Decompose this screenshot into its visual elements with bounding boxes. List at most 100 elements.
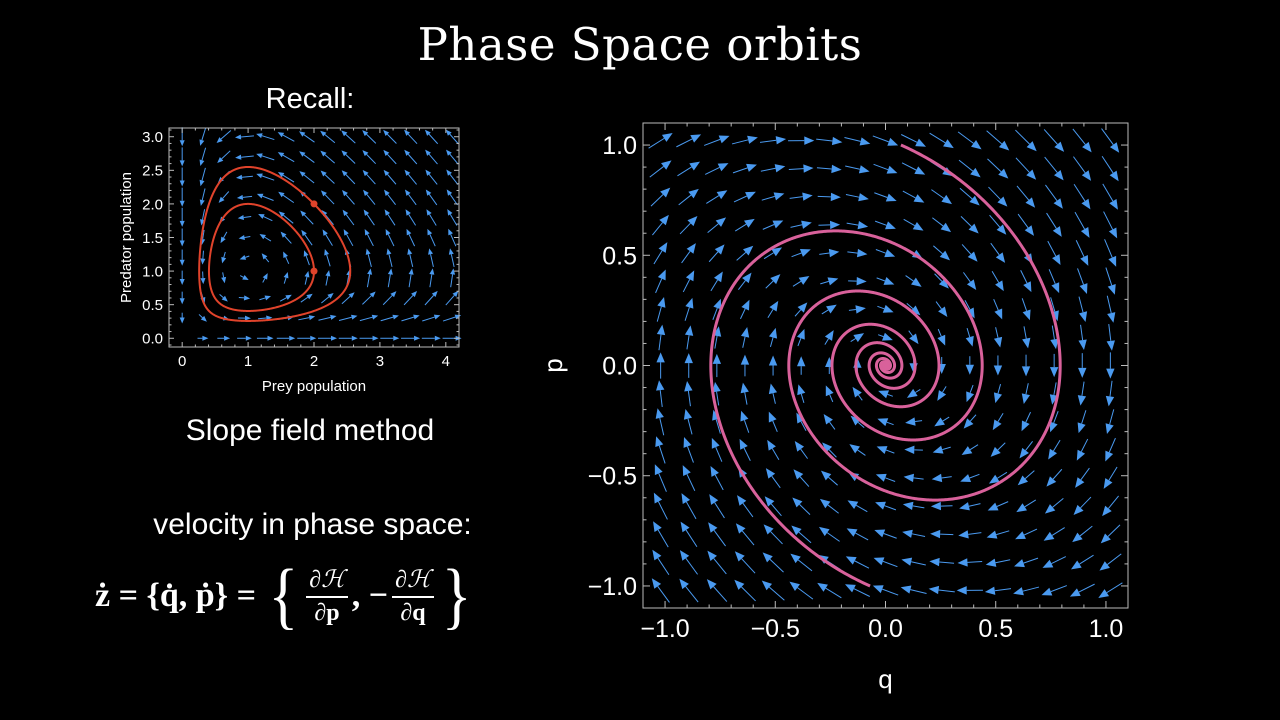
vector-arrow: [765, 468, 781, 489]
arrow-head: [351, 335, 358, 341]
arrow-head: [797, 384, 806, 396]
arrow-shaft: [912, 505, 925, 509]
arrow-shaft: [792, 280, 802, 287]
y-tick-label: 1.0: [142, 263, 163, 280]
vector-arrow: [740, 410, 750, 433]
arrow-shaft: [799, 504, 811, 515]
arrow-shaft: [997, 442, 1006, 451]
arrow-shaft: [430, 254, 434, 268]
vector-arrow: [984, 586, 1012, 595]
vector-arrow: [380, 335, 400, 341]
arrow-head: [682, 465, 691, 476]
arrow-head: [987, 502, 999, 511]
vector-arrow: [1075, 240, 1089, 266]
arrow-head: [199, 159, 205, 167]
arrow-shaft: [324, 214, 334, 226]
vector-arrow: [905, 417, 923, 426]
arrow-head: [277, 152, 285, 158]
arrow-shaft: [1080, 438, 1089, 452]
arrow-shaft: [676, 138, 693, 148]
vector-arrow: [237, 214, 252, 220]
arrow-shaft: [713, 558, 727, 575]
arrow-head: [966, 279, 977, 290]
arrow-head: [277, 171, 285, 178]
arrow-shaft: [243, 215, 252, 218]
vector-arrow: [383, 169, 397, 185]
vector-arrow: [760, 164, 786, 173]
fraction-denominator: ∂q: [400, 600, 426, 626]
vector-arrow: [1099, 553, 1122, 571]
arrow-head: [789, 581, 800, 591]
arrow-head: [218, 196, 225, 203]
arrow-shaft: [771, 448, 780, 461]
arrow-head: [886, 165, 898, 174]
arrow-head: [859, 137, 871, 146]
arrow-shaft: [324, 194, 335, 205]
arrow-shaft: [1073, 184, 1086, 202]
formula-close-brace: }: [441, 554, 472, 637]
vector-arrow: [448, 248, 455, 268]
vector-arrow: [928, 585, 955, 595]
arrow-shaft: [366, 154, 377, 165]
arrow-head: [768, 327, 778, 339]
arrow-head: [740, 354, 750, 365]
arrow-shaft: [282, 154, 295, 163]
x-tick-label: 4: [442, 353, 450, 370]
x-tick-label: 1.0: [1089, 615, 1124, 643]
arrow-head: [992, 419, 1002, 431]
arrow-shaft: [905, 275, 914, 282]
arrow-shaft: [657, 501, 668, 520]
arrow-head: [299, 171, 306, 177]
arrow-head: [256, 173, 263, 179]
arrow-head: [988, 474, 1000, 484]
arrow-shaft: [732, 167, 748, 174]
arrow-shaft: [731, 139, 749, 145]
arrow-shaft: [715, 419, 721, 434]
vector-arrow: [874, 220, 896, 230]
vector-arrow: [1101, 155, 1119, 182]
vector-arrow: [179, 228, 185, 247]
vector-arrow: [320, 190, 335, 205]
vector-arrow: [679, 550, 698, 575]
arrow-head: [454, 314, 462, 320]
arrow-head: [794, 441, 805, 452]
arrow-head: [653, 521, 662, 532]
vector-arrow: [956, 586, 983, 595]
vector-arrow: [179, 207, 185, 227]
vector-arrow: [406, 228, 416, 247]
arrow-shaft: [933, 245, 943, 255]
vector-arrow: [683, 437, 694, 463]
arrow-shaft: [388, 254, 393, 268]
arrow-shaft: [282, 134, 295, 142]
arrow-shaft: [903, 218, 916, 227]
vector-arrow: [987, 158, 1009, 179]
arrow-shaft: [241, 175, 253, 178]
vector-arrow: [1069, 583, 1095, 597]
arrow-head: [734, 551, 745, 562]
vector-arrow: [1046, 212, 1062, 237]
vector-arrow: [656, 296, 666, 322]
recall-label: Recall:: [265, 83, 355, 115]
arrow-head: [818, 526, 830, 537]
arrow-head: [342, 209, 349, 217]
arrow-shaft: [366, 214, 375, 226]
arrow-shaft: [910, 589, 927, 595]
arrow-head: [348, 292, 355, 299]
arrow-shaft: [857, 394, 863, 401]
arrow-shaft: [1106, 295, 1112, 314]
vector-arrow: [1073, 184, 1091, 210]
arrow-shaft: [1108, 437, 1116, 453]
arrow-head: [221, 295, 228, 302]
arrow-shaft: [428, 133, 439, 145]
trajectory-curve: [709, 229, 984, 588]
vector-arrow: [876, 446, 895, 454]
arrow-head: [934, 417, 945, 427]
arrow-shaft: [1079, 525, 1093, 537]
arrow-shaft: [1023, 528, 1038, 536]
arrow-shaft: [846, 222, 859, 226]
vector-arrow: [902, 190, 925, 203]
arrow-head: [712, 381, 721, 393]
arrow-head: [985, 558, 997, 567]
vector-arrow: [993, 355, 1003, 376]
arrow-shaft: [262, 278, 266, 283]
